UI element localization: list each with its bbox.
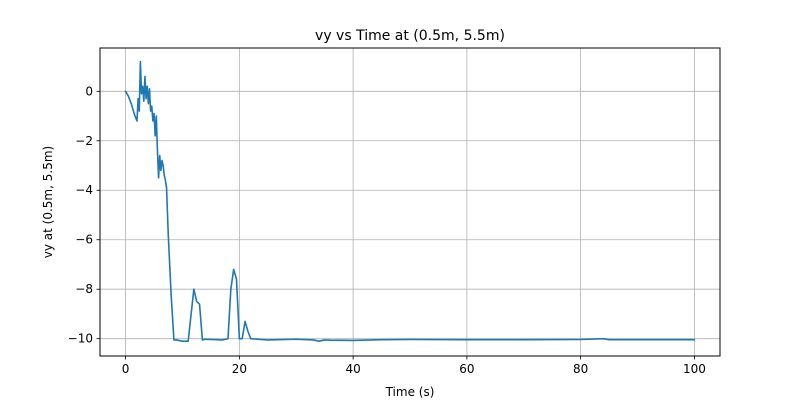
x-tick-label: 80 [573, 362, 588, 376]
x-tick-label: 40 [345, 362, 360, 376]
x-tick-label: 20 [232, 362, 247, 376]
y-tick-label: −6 [75, 233, 93, 247]
x-tick-label: 60 [459, 362, 474, 376]
y-tick-label: −8 [75, 282, 93, 296]
x-tick-label: 100 [683, 362, 706, 376]
y-tick-label: −10 [68, 332, 93, 346]
series-layer [124, 60, 696, 342]
series-line-0 [124, 60, 696, 342]
y-tick-label: 0 [85, 84, 93, 98]
y-axis-title: vy at (0.5m, 5.5m) [41, 146, 55, 258]
y-axis-ticks: 0 −2 −4 −6 −8 −10 [68, 84, 100, 346]
plot-area-frame [99, 47, 721, 357]
x-tick-label: 0 [122, 362, 130, 376]
y-tick-label: −2 [75, 134, 93, 148]
chart-title: vy vs Time at (0.5m, 5.5m) [315, 28, 505, 44]
y-tick-label: −4 [75, 183, 93, 197]
x-axis-ticks: 0 20 40 60 80 100 [122, 356, 706, 376]
grid-lines [100, 48, 720, 356]
x-axis-title: Time (s) [385, 385, 435, 399]
